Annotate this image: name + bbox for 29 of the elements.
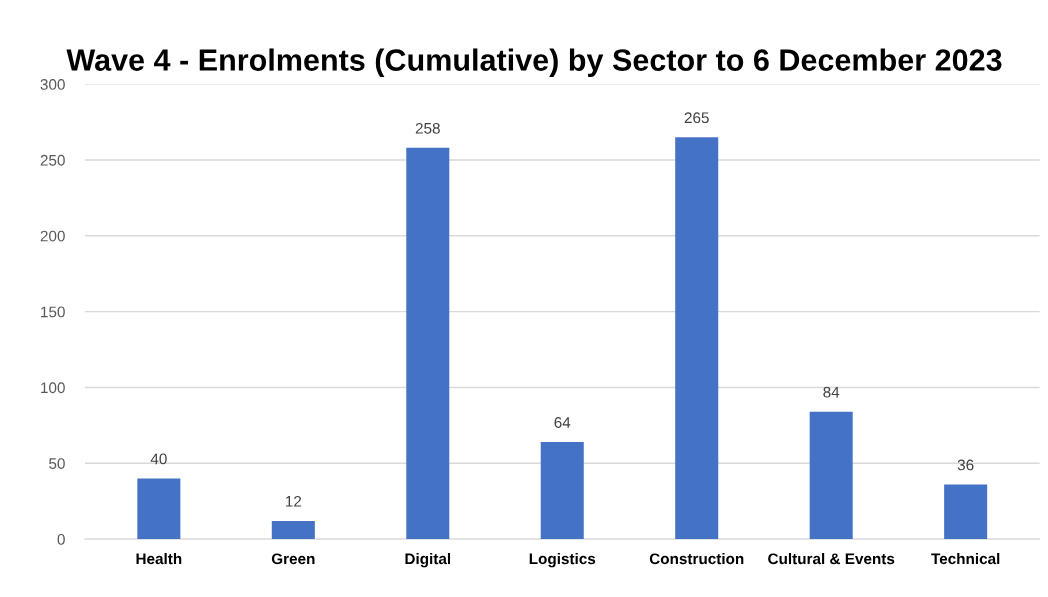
bar [271, 520, 315, 540]
data-label: 265 [684, 112, 709, 124]
bar [809, 411, 853, 540]
data-label: 36 [957, 459, 974, 471]
x-tick-label: Technical [931, 552, 1000, 565]
bar [137, 478, 181, 540]
data-label: 12 [285, 495, 302, 507]
y-tick-label: 300 [40, 79, 65, 90]
data-label: 40 [150, 453, 167, 465]
y-tick-label: 200 [40, 230, 65, 242]
y-tick-label: 50 [49, 458, 65, 469]
x-tick-label: Construction [649, 552, 744, 565]
bar [944, 484, 988, 540]
x-tick-label: Cultural & Events [768, 552, 895, 565]
data-label: 64 [554, 417, 571, 428]
data-label: 84 [823, 386, 840, 398]
x-tick-label: Digital [405, 552, 451, 568]
x-tick-label: Health [136, 552, 182, 565]
x-tick-label: Green [271, 553, 315, 565]
y-tick-label: 250 [40, 154, 65, 166]
x-tick-label: Logistics [529, 552, 596, 568]
y-tick-label: 150 [41, 306, 65, 318]
data-label: 258 [415, 122, 440, 134]
bar [406, 147, 450, 540]
y-tick-label: 0 [57, 533, 65, 545]
chart-title: Wave 4 - Enrolments (Cumulative) by Sector to 6 December 2023 [66, 48, 1002, 77]
bar [540, 442, 584, 540]
y-tick-label: 100 [41, 382, 65, 394]
bar [675, 137, 719, 540]
